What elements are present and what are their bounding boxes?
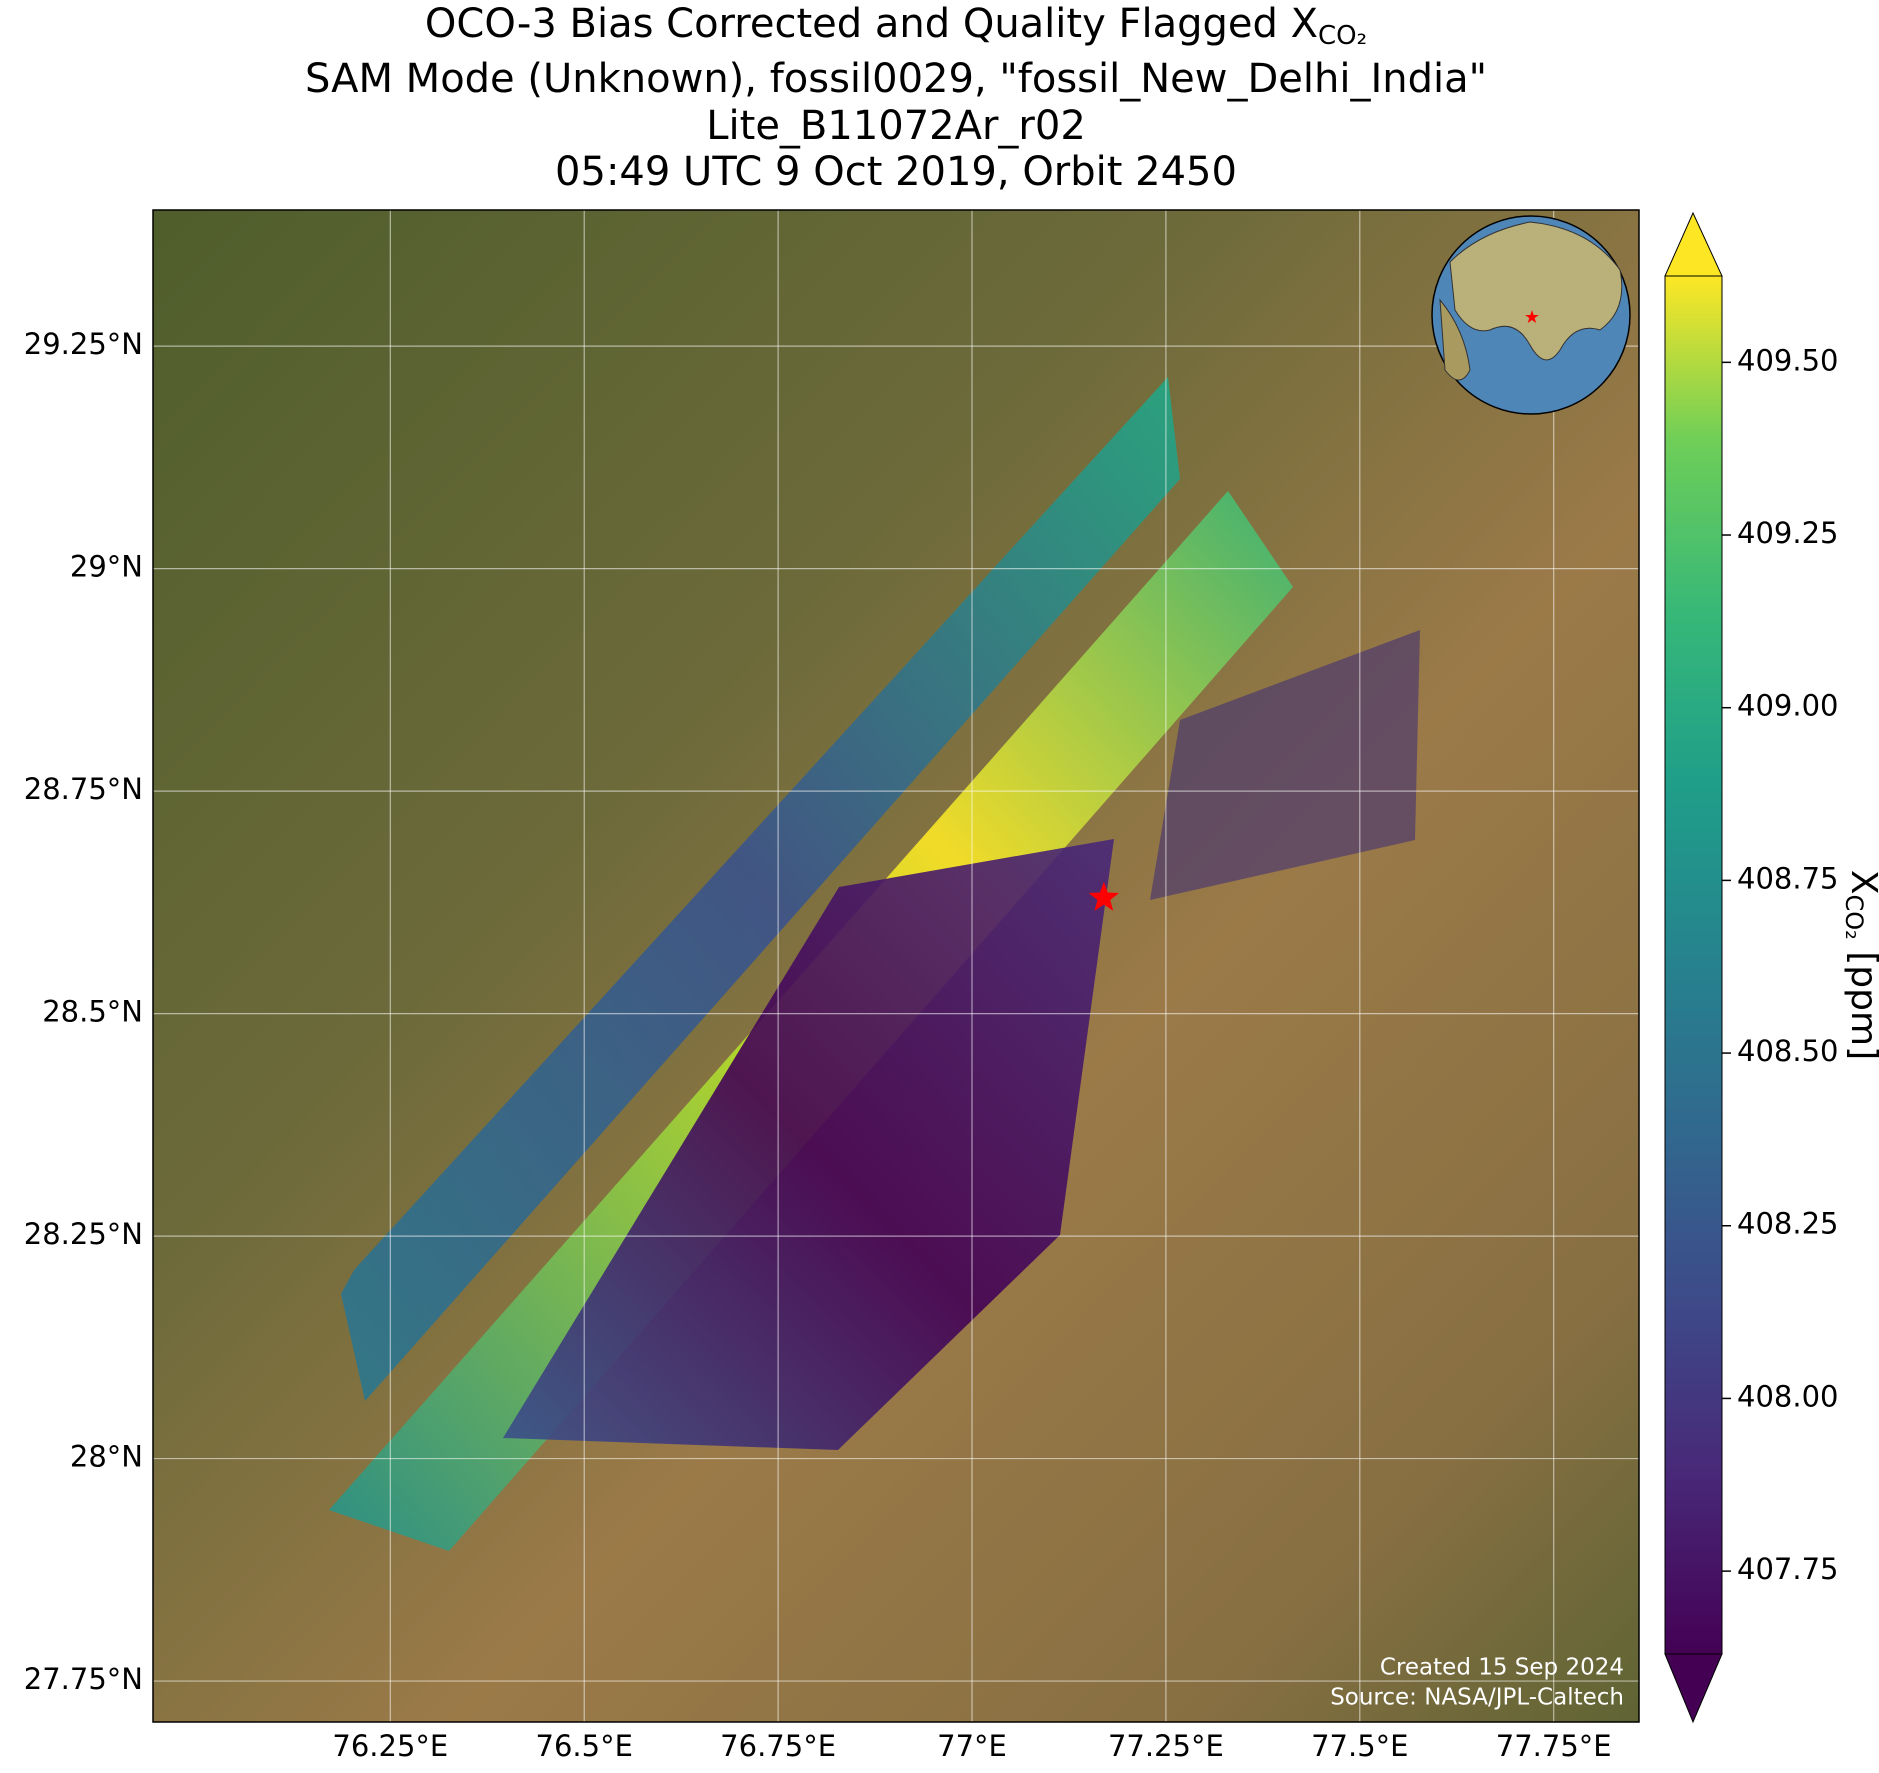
y-tick-label: 29.25°N	[24, 327, 143, 361]
site-marker	[1088, 881, 1120, 911]
colorbar-extend-min	[1664, 1653, 1723, 1724]
swath-strip	[1150, 630, 1420, 900]
chart-subtitle: SAM Mode (Unknown), fossil0029, "fossil_…	[305, 56, 1487, 102]
swath-strip	[341, 377, 1180, 1401]
colorbar-tick-label: 409.00	[1737, 689, 1838, 723]
colorbar-tick-label: 408.50	[1737, 1034, 1838, 1068]
colorbar-tick-label: 407.75	[1737, 1552, 1838, 1586]
x-tick-label: 77.25°E	[1108, 1729, 1224, 1763]
title-subscript: CO₂	[1318, 21, 1367, 51]
colorbar-label-units: [ppm]	[1843, 940, 1879, 1060]
colorbar-tick-label: 408.25	[1737, 1207, 1838, 1241]
chart-subtitle: 05:49 UTC 9 Oct 2019, Orbit 2450	[555, 149, 1237, 195]
colorbar-tick-label: 409.25	[1737, 516, 1838, 550]
x-tick-label: 77°E	[937, 1729, 1007, 1763]
colorbar-tick-label: 408.00	[1737, 1379, 1838, 1413]
y-tick-label: 28.5°N	[42, 995, 143, 1029]
colorbar-label: XCO₂ [ppm]	[1840, 870, 1879, 1060]
y-tick-label: 29°N	[70, 550, 143, 584]
y-tick-label: 27.75°N	[24, 1662, 143, 1696]
x-tick-label: 77.75°E	[1496, 1729, 1612, 1763]
colorbar-extend-max	[1664, 211, 1723, 277]
annotation: Created 15 Sep 2024	[1380, 1655, 1624, 1681]
y-tick-label: 28.25°N	[24, 1217, 143, 1251]
grid	[153, 210, 1639, 1722]
annotation: Source: NASA/JPL-Caltech	[1330, 1685, 1624, 1711]
colorbar-label-subscript: CO₂	[1840, 895, 1868, 940]
colorbar	[1664, 275, 1723, 1655]
chart-title: OCO-3 Bias Corrected and Quality Flagged…	[425, 1, 1367, 51]
map-frame	[152, 209, 1640, 1723]
globe-site-star: ★	[1524, 307, 1540, 328]
colorbar-tick-label: 408.75	[1737, 861, 1838, 895]
inset-globe: ★	[1431, 215, 1631, 415]
x-tick-label: 76.75°E	[720, 1729, 836, 1763]
x-tick-label: 76.25°E	[332, 1729, 448, 1763]
globe-land	[1449, 221, 1623, 361]
y-tick-label: 28.75°N	[24, 772, 143, 806]
globe-land	[1439, 298, 1471, 381]
swath	[329, 377, 1420, 1551]
colorbar-label-text: X	[1843, 870, 1879, 895]
chart-subtitle: Lite_B11072Ar_r02	[706, 103, 1086, 149]
x-tick-label: 76.5°E	[536, 1729, 633, 1763]
y-tick-label: 28°N	[70, 1440, 143, 1474]
swath-strip	[503, 839, 1114, 1450]
colorbar-tick-label: 409.50	[1737, 343, 1838, 377]
title-text: OCO-3 Bias Corrected and Quality Flagged…	[425, 1, 1318, 47]
x-tick-label: 77.5°E	[1311, 1729, 1408, 1763]
